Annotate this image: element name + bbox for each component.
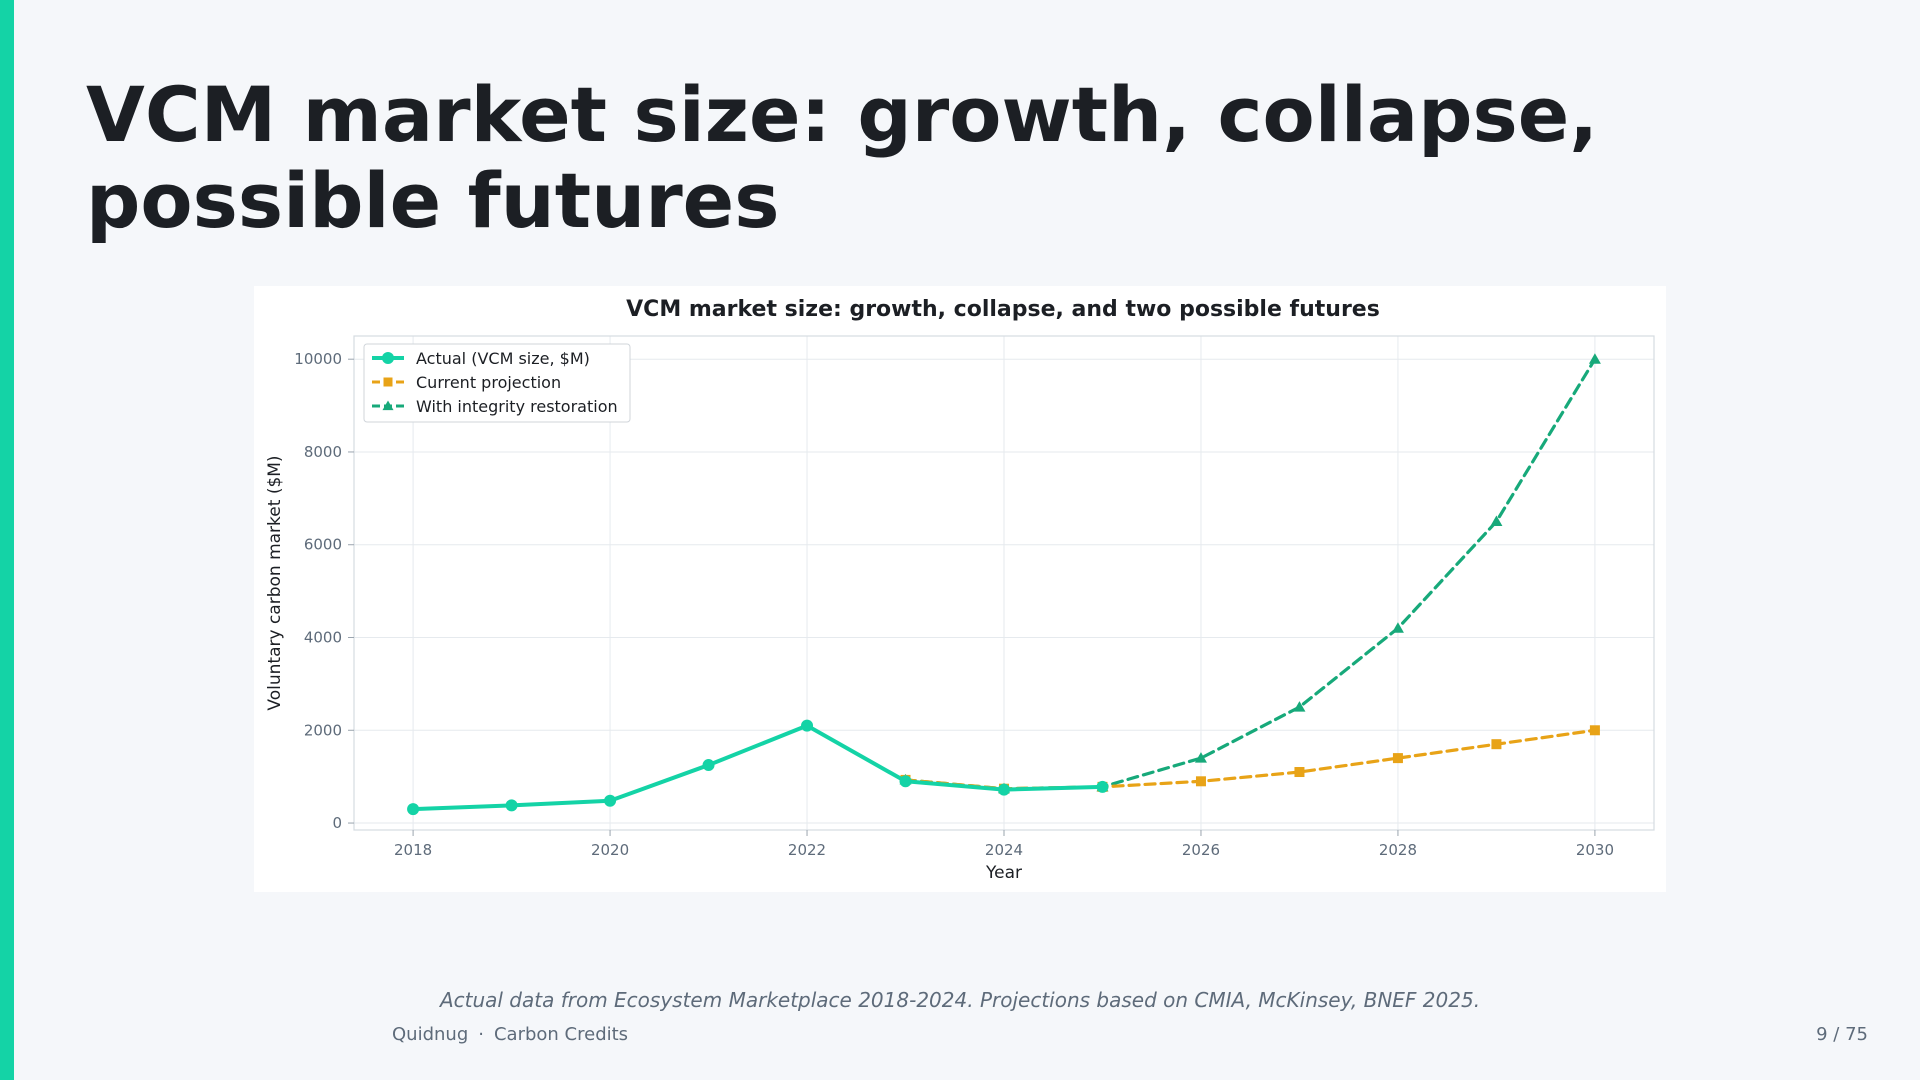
footer-section: Carbon Credits bbox=[493, 1024, 629, 1045]
legend-marker-with-integrity-restoration bbox=[382, 400, 394, 411]
series-line-actual-vcm-size-m bbox=[411, 723, 1105, 812]
legend-label-actual-vcm-size-m: Actual (VCM size, $M) bbox=[416, 349, 590, 368]
data-point-actual-vcm-size-m bbox=[604, 794, 617, 807]
data-point-with-integrity-restoration bbox=[1293, 701, 1306, 712]
x-tick-label: 2026 bbox=[1182, 841, 1220, 859]
legend-label-with-integrity-restoration: With integrity restoration bbox=[416, 397, 618, 416]
accent-bar bbox=[0, 0, 14, 1080]
data-point-current-projection bbox=[1589, 725, 1600, 736]
data-point-with-integrity-restoration bbox=[1194, 752, 1207, 763]
y-axis-label: Voluntary carbon market ($M) bbox=[265, 455, 285, 710]
footer-brand: Quidnug bbox=[392, 1024, 469, 1045]
data-point-current-projection bbox=[1294, 767, 1305, 778]
data-point-actual-vcm-size-m bbox=[801, 719, 814, 732]
x-tick-label: 2020 bbox=[591, 841, 629, 859]
legend-label-current-projection: Current projection bbox=[416, 373, 561, 392]
x-tick-label: 2030 bbox=[1576, 841, 1614, 859]
legend: Actual (VCM size, $M) Current projection W… bbox=[363, 343, 631, 423]
chart-title: VCM market size: growth, collapse, and t… bbox=[626, 297, 1380, 322]
y-tick-label: 0 bbox=[332, 814, 342, 832]
footer-separator: · bbox=[478, 1024, 484, 1045]
data-point-current-projection bbox=[1392, 753, 1403, 764]
axis-ticks: 2018 2020 2022 2024 2026 2028 2030 0 2000 4000 600… bbox=[294, 350, 1614, 859]
series-current-projection bbox=[900, 725, 1600, 794]
x-tick-label: 2018 bbox=[394, 841, 432, 859]
chart-card: VCM market size: growth, collapse, and t… bbox=[254, 286, 1666, 892]
series-with-integrity-restoration bbox=[899, 353, 1601, 794]
data-point-with-integrity-restoration bbox=[1391, 622, 1404, 633]
legend-marker-actual-vcm-size-m bbox=[382, 352, 394, 364]
x-tick-label: 2024 bbox=[985, 841, 1023, 859]
series-line-with-integrity-restoration bbox=[903, 357, 1597, 791]
data-point-current-projection bbox=[1491, 739, 1502, 750]
page-number: 9 / 75 bbox=[1816, 1024, 1868, 1045]
series-line-current-projection bbox=[903, 728, 1597, 791]
data-point-actual-vcm-size-m bbox=[407, 803, 420, 816]
line-chart: VCM market size: growth, collapse, and t… bbox=[265, 297, 1655, 883]
legend-box bbox=[363, 343, 631, 423]
data-point-actual-vcm-size-m bbox=[1096, 780, 1109, 793]
y-tick-label: 10000 bbox=[294, 350, 342, 368]
x-tick-label: 2022 bbox=[788, 841, 826, 859]
y-tick-label: 4000 bbox=[304, 629, 342, 647]
y-tick-label: 2000 bbox=[304, 721, 342, 739]
data-point-actual-vcm-size-m bbox=[998, 783, 1010, 796]
data-point-with-integrity-restoration bbox=[1490, 515, 1503, 527]
series-actual-vcm-size-m bbox=[407, 719, 1109, 816]
chart-caption: Actual data from Ecosystem Marketplace 2… bbox=[439, 988, 1481, 1012]
data-point-actual-vcm-size-m bbox=[505, 799, 518, 812]
data-point-actual-vcm-size-m bbox=[899, 775, 912, 788]
x-axis-label: Year bbox=[985, 863, 1022, 883]
x-tick-label: 2028 bbox=[1379, 841, 1417, 859]
data-point-with-integrity-restoration bbox=[1588, 353, 1601, 364]
data-point-current-projection bbox=[1195, 776, 1206, 787]
grid-lines bbox=[354, 336, 1654, 830]
data-point-actual-vcm-size-m bbox=[702, 759, 715, 772]
legend-marker-current-projection bbox=[383, 377, 393, 387]
footer: Quidnug · Carbon Credits bbox=[392, 1024, 628, 1045]
series-layer bbox=[407, 353, 1601, 816]
y-tick-label: 8000 bbox=[304, 443, 342, 461]
y-tick-label: 6000 bbox=[304, 536, 342, 554]
slide-title: VCM market size: growth, collapse, possi… bbox=[86, 70, 1599, 245]
